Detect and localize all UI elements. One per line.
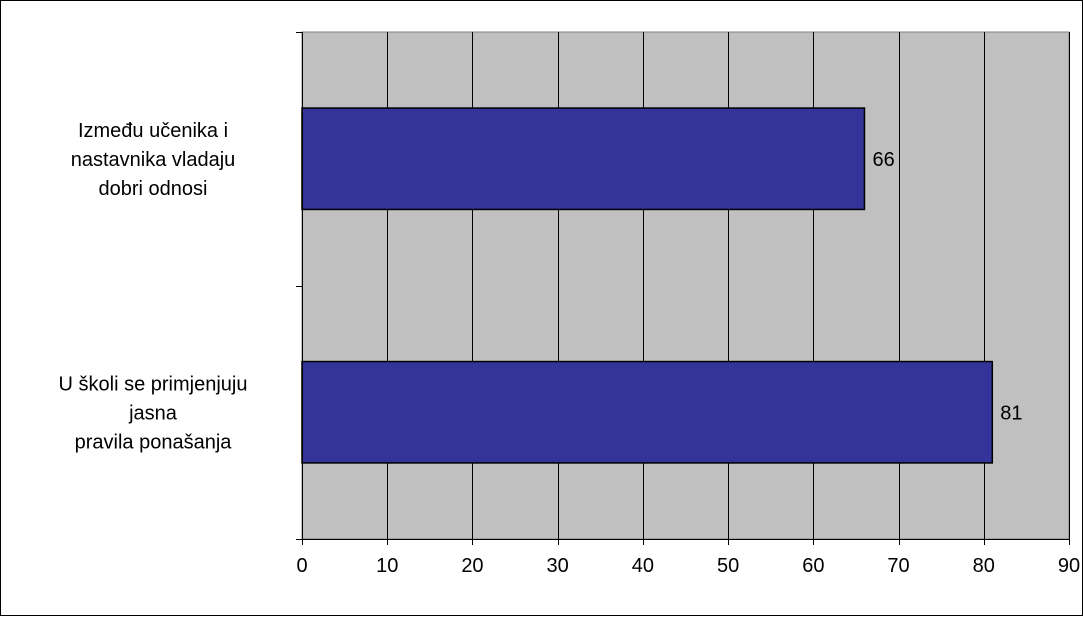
category-label-1-line-1: Između učenika i: [78, 120, 228, 142]
x-tick-label-0: 0: [296, 555, 307, 577]
category-label-1-line-2: nastavnika vladaju: [71, 149, 236, 171]
x-tick-label-10: 10: [376, 555, 398, 577]
category-label-1-line-3: dobri odnosi: [99, 178, 208, 200]
x-tick-label-50: 50: [717, 555, 739, 577]
category-label-2-line-2: jasna: [128, 402, 178, 424]
bars-group: [301, 107, 994, 464]
bar-2: [301, 360, 994, 464]
x-tick-label-70: 70: [887, 555, 909, 577]
x-tick-label-40: 40: [632, 555, 654, 577]
category-label-2: U školi se primjenjuju jasna pravila ponaš…: [59, 373, 248, 453]
labels-group: 66 Između učenika i nastavnika vladaju dobr…: [59, 120, 1081, 577]
x-tick-label-60: 60: [802, 555, 824, 577]
x-tick-label-30: 30: [547, 555, 569, 577]
category-label-2-line-1: U školi se primjenjuju: [59, 373, 248, 395]
x-tick-label-20: 20: [461, 555, 483, 577]
category-label-2-line-3: pravila ponašanja: [75, 431, 233, 453]
data-label-1: 66: [872, 149, 894, 171]
axis-group: [296, 32, 1070, 545]
category-label-1: Između učenika i nastavnika vladaju dobri …: [71, 120, 236, 200]
data-label-2: 81: [1000, 402, 1022, 424]
bar-1: [301, 107, 866, 211]
x-tick-label-80: 80: [973, 555, 995, 577]
x-tick-label-90: 90: [1058, 555, 1080, 577]
